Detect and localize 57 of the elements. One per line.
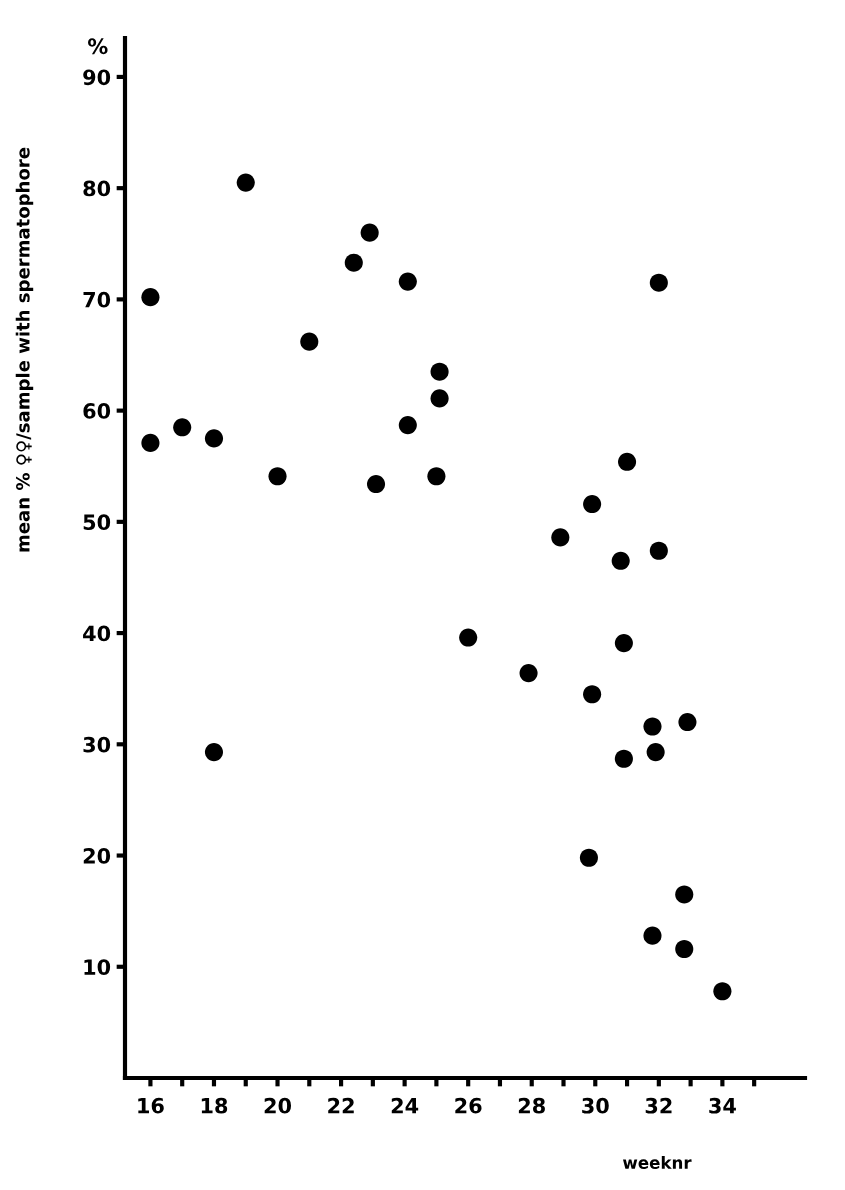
x-tick-label: 24 — [391, 1097, 419, 1114]
y-axis-title: mean % ♀♀/sample with spermatophore — [15, 147, 34, 552]
x-tick-label: 26 — [455, 1097, 482, 1114]
point — [583, 685, 602, 704]
point — [678, 713, 697, 732]
x-tick-label: 28 — [518, 1097, 545, 1114]
point — [173, 418, 192, 437]
point — [614, 634, 633, 653]
y-tick-label: 90 — [83, 69, 111, 86]
point — [141, 288, 160, 307]
point — [430, 389, 449, 408]
x-tick-label: 32 — [645, 1097, 672, 1114]
point — [204, 429, 224, 448]
point — [643, 717, 662, 736]
x-tick-label: 30 — [582, 1097, 609, 1114]
point — [614, 749, 633, 768]
point — [551, 528, 570, 547]
point — [344, 253, 363, 272]
point — [675, 939, 694, 959]
y-tick-label: 10 — [84, 959, 111, 975]
point — [366, 474, 386, 494]
point — [427, 467, 446, 486]
point — [519, 664, 538, 683]
x-tick-label: 34 — [709, 1097, 736, 1114]
point — [300, 332, 319, 351]
y-tick-label: 70 — [83, 291, 111, 308]
x-tick-label: 16 — [138, 1097, 164, 1114]
point — [618, 452, 637, 471]
y-tick-label: 40 — [83, 625, 111, 642]
y-tick-label: 20 — [83, 847, 111, 864]
point — [430, 362, 449, 381]
point — [398, 272, 417, 291]
point — [204, 743, 224, 762]
text: % — [88, 38, 108, 55]
point — [579, 848, 598, 867]
point — [360, 223, 379, 242]
y-tick-label: 60 — [83, 403, 111, 419]
point — [675, 885, 694, 904]
point — [646, 743, 665, 762]
point — [713, 982, 732, 1001]
point — [398, 416, 417, 435]
x-tick-label: 22 — [328, 1097, 354, 1114]
point — [643, 926, 662, 945]
y-tick-label: 30 — [83, 736, 111, 753]
point — [611, 551, 630, 570]
point — [459, 628, 478, 647]
point — [268, 467, 287, 486]
point — [583, 495, 602, 514]
point — [236, 173, 255, 192]
y-tick-label: 50 — [83, 514, 111, 531]
x-tick-label: 20 — [264, 1097, 292, 1114]
point — [649, 273, 668, 292]
x-tick-label: 18 — [201, 1097, 228, 1114]
point — [649, 541, 668, 560]
y-tick-label: 80 — [83, 180, 111, 197]
point — [141, 433, 160, 452]
x-axis-title: weeknr — [623, 1156, 692, 1169]
